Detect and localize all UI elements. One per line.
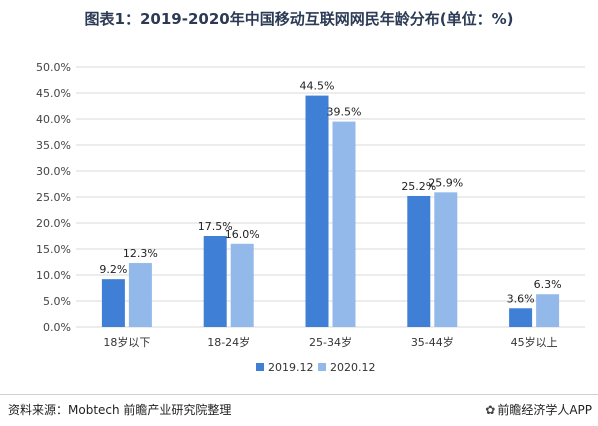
bar-chart: 0.0% 5.0% 10.0% 15.0% 20.0% 25.0% 30.0% 35.0% 40…: [36, 61, 585, 374]
bar: [305, 95, 329, 327]
paw-logo-icon: ✿: [485, 403, 496, 417]
data-label: 9.2%: [99, 263, 127, 276]
footer: 资料来源：Mobtech 前瞻产业研究院整理 ✿ 前瞻经济学人APP: [0, 394, 598, 426]
data-label: 39.5%: [327, 106, 362, 119]
data-label: 3.6%: [507, 292, 535, 305]
y-tick-label: 35.0%: [36, 139, 71, 152]
data-label: 17.5%: [198, 220, 233, 233]
bar: [230, 243, 254, 327]
bar: [332, 121, 356, 327]
x-tick-label: 18-24岁: [207, 335, 250, 349]
data-label: 25.2%: [401, 180, 436, 193]
data-label: 16.0%: [225, 228, 260, 241]
source-note: 资料来源：Mobtech 前瞻产业研究院整理: [8, 403, 232, 417]
bar: [407, 195, 431, 327]
x-tick-label: 25-34岁: [309, 335, 352, 349]
legend-swatch: [256, 363, 264, 371]
bar: [536, 294, 560, 327]
y-tick-label: 20.0%: [36, 217, 71, 230]
y-tick-label: 15.0%: [36, 243, 71, 256]
brand-text: 前瞻经济学人APP: [497, 403, 592, 417]
data-label: 6.3%: [534, 278, 562, 291]
y-tick-label: 50.0%: [36, 61, 71, 74]
bar: [203, 236, 227, 327]
legend-label: 2019.12: [268, 361, 314, 374]
data-label: 25.9%: [428, 176, 463, 189]
y-tick-label: 45.0%: [36, 87, 71, 100]
y-tick-label: 0.0%: [43, 321, 71, 334]
data-label: 44.5%: [300, 80, 335, 93]
brand-label: ✿ 前瞻经济学人APP: [485, 401, 592, 418]
legend-label: 2020.12: [330, 361, 376, 374]
x-tick-label: 18岁以下: [103, 335, 150, 349]
y-tick-label: 5.0%: [43, 295, 71, 308]
y-tick-label: 25.0%: [36, 191, 71, 204]
bar: [128, 263, 152, 327]
y-tick-label: 40.0%: [36, 113, 71, 126]
data-label: 12.3%: [123, 247, 158, 260]
legend-swatch: [318, 363, 326, 371]
bar: [509, 308, 533, 327]
bar: [101, 279, 125, 327]
y-tick-label: 30.0%: [36, 165, 71, 178]
bar: [434, 192, 458, 327]
y-tick-label: 10.0%: [36, 269, 71, 282]
x-tick-label: 35-44岁: [411, 335, 454, 349]
chart-title: 图表1：2019-2020年中国移动互联网网民年龄分布(单位：%): [84, 10, 514, 28]
x-tick-label: 45岁以上: [511, 335, 558, 349]
